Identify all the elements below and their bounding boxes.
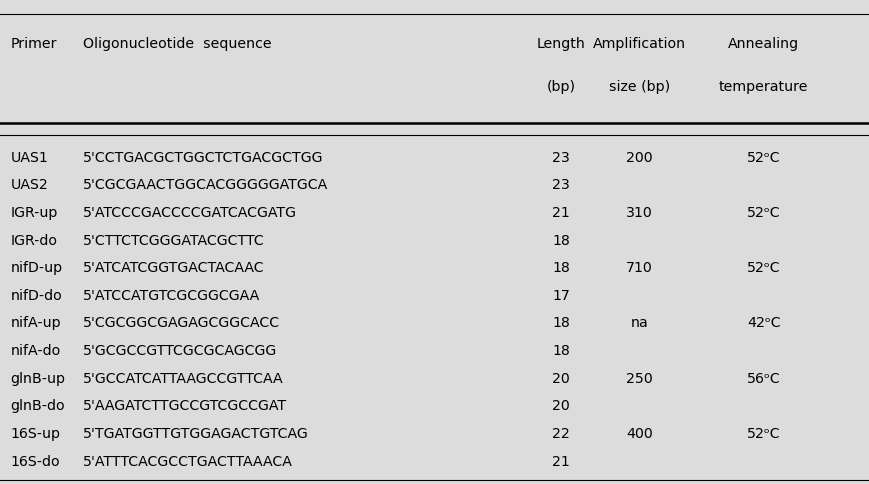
Text: 5'CTTCTCGGGATACGCTTC: 5'CTTCTCGGGATACGCTTC (83, 233, 264, 247)
Text: 18: 18 (552, 233, 569, 247)
Text: 5'GCCATCATTAAGCCGTTCAA: 5'GCCATCATTAAGCCGTTCAA (83, 371, 283, 385)
Text: 21: 21 (552, 206, 569, 219)
Text: 22: 22 (552, 426, 569, 440)
Text: 310: 310 (626, 206, 652, 219)
Text: 56ᵒC: 56ᵒC (746, 371, 779, 385)
Text: 52ᵒC: 52ᵒC (746, 151, 779, 164)
Text: 23: 23 (552, 178, 569, 192)
Text: 17: 17 (552, 288, 569, 302)
Text: 52ᵒC: 52ᵒC (746, 261, 779, 274)
Text: 5'CGCGAACTGGCACGGGGGATGCA: 5'CGCGAACTGGCACGGGGGATGCA (83, 178, 328, 192)
Text: 5'ATTTCACGCCTGACTTAAACA: 5'ATTTCACGCCTGACTTAAACA (83, 454, 292, 468)
Text: nifD-up: nifD-up (10, 261, 63, 274)
Text: 18: 18 (552, 344, 569, 357)
Text: 52ᵒC: 52ᵒC (746, 426, 779, 440)
Text: UAS1: UAS1 (10, 151, 48, 164)
Text: 5'CGCGGCGAGAGCGGCACC: 5'CGCGGCGAGAGCGGCACC (83, 316, 280, 330)
Text: 42ᵒC: 42ᵒC (746, 316, 779, 330)
Text: Length: Length (536, 37, 585, 50)
Text: 23: 23 (552, 151, 569, 164)
Text: Primer: Primer (10, 37, 56, 50)
Text: glnB-do: glnB-do (10, 399, 65, 412)
Text: 20: 20 (552, 371, 569, 385)
Text: 20: 20 (552, 399, 569, 412)
Text: 400: 400 (626, 426, 652, 440)
Text: temperature: temperature (719, 80, 807, 94)
Text: glnB-up: glnB-up (10, 371, 65, 385)
Text: IGR-do: IGR-do (10, 233, 57, 247)
Text: size (bp): size (bp) (608, 80, 669, 94)
Text: 250: 250 (626, 371, 652, 385)
Text: nifD-do: nifD-do (10, 288, 62, 302)
Text: 5'AAGATCTTGCCGTCGCCGAT: 5'AAGATCTTGCCGTCGCCGAT (83, 399, 287, 412)
Text: (bp): (bp) (546, 80, 575, 94)
Text: 5'ATCCCGACCCCGATCACGATG: 5'ATCCCGACCCCGATCACGATG (83, 206, 296, 219)
Text: Oligonucleotide  sequence: Oligonucleotide sequence (83, 37, 271, 50)
Text: 5'CCTGACGCTGGCTCTGACGCTGG: 5'CCTGACGCTGGCTCTGACGCTGG (83, 151, 322, 164)
Text: 710: 710 (626, 261, 652, 274)
Text: 18: 18 (552, 261, 569, 274)
Text: Annealing: Annealing (727, 37, 799, 50)
Text: na: na (630, 316, 647, 330)
Text: 16S-up: 16S-up (10, 426, 60, 440)
Text: IGR-up: IGR-up (10, 206, 57, 219)
Text: UAS2: UAS2 (10, 178, 48, 192)
Text: nifA-do: nifA-do (10, 344, 61, 357)
Text: 16S-do: 16S-do (10, 454, 60, 468)
Text: 5'ATCCATGTCGCGGCGAA: 5'ATCCATGTCGCGGCGAA (83, 288, 260, 302)
Text: Amplification: Amplification (592, 37, 686, 50)
Text: 18: 18 (552, 316, 569, 330)
Text: 5'GCGCCGTTCGCGCAGCGG: 5'GCGCCGTTCGCGCAGCGG (83, 344, 276, 357)
Text: 5'ATCATCGGTGACTACAAC: 5'ATCATCGGTGACTACAAC (83, 261, 264, 274)
Text: 200: 200 (626, 151, 652, 164)
Text: 5'TGATGGTTGTGGAGACTGTCAG: 5'TGATGGTTGTGGAGACTGTCAG (83, 426, 308, 440)
Text: 52ᵒC: 52ᵒC (746, 206, 779, 219)
Text: 21: 21 (552, 454, 569, 468)
Text: nifA-up: nifA-up (10, 316, 61, 330)
